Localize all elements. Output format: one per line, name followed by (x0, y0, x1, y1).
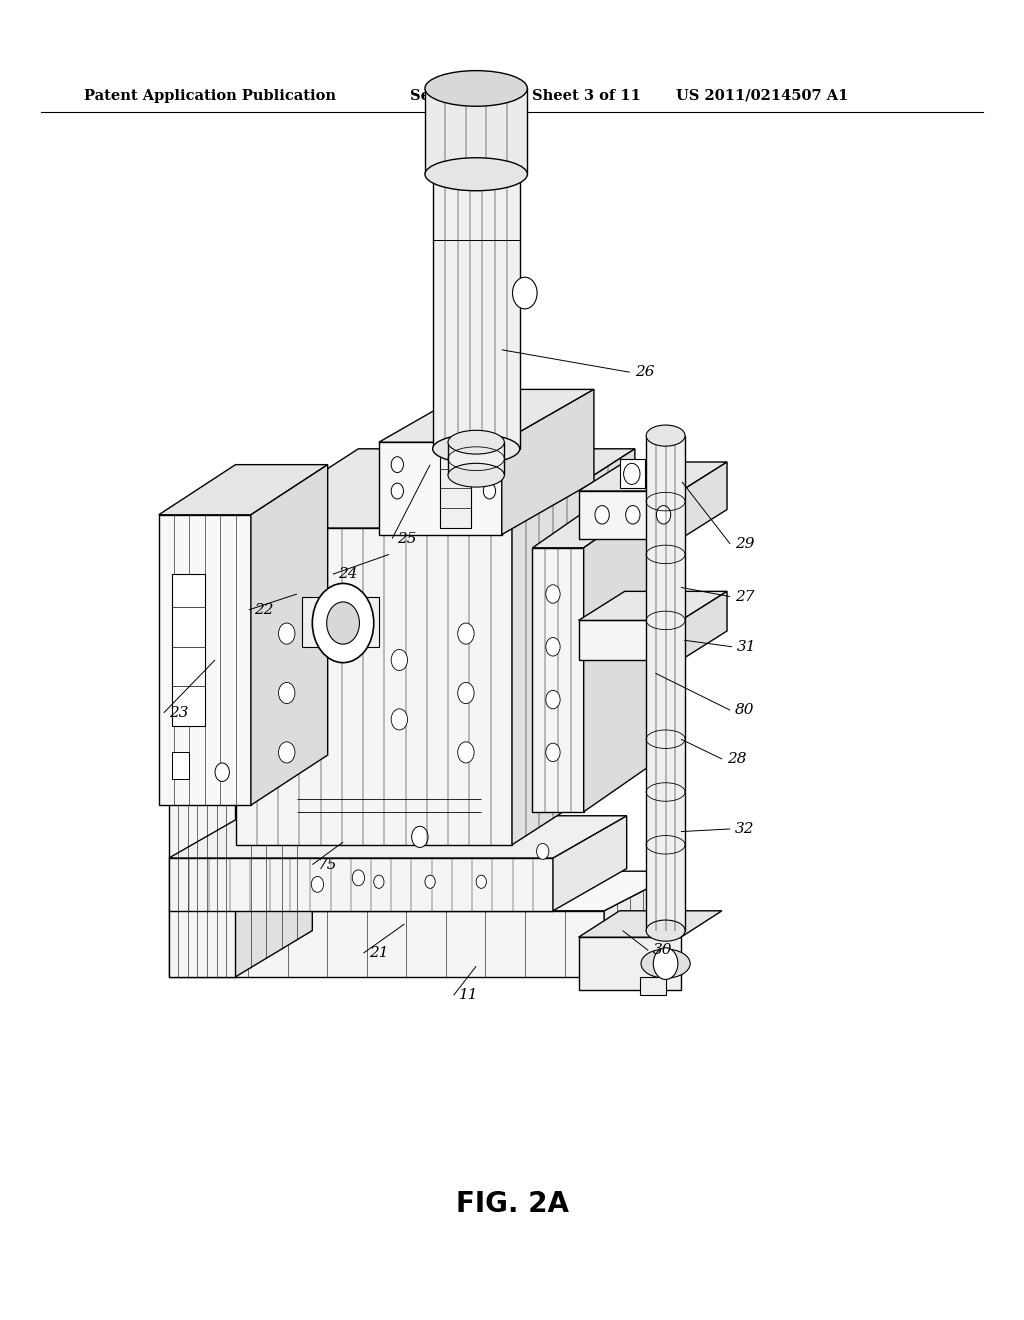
Circle shape (483, 483, 496, 499)
Circle shape (215, 763, 229, 781)
Circle shape (624, 463, 640, 484)
Circle shape (656, 506, 671, 524)
Polygon shape (169, 911, 604, 977)
Ellipse shape (449, 430, 505, 454)
Circle shape (546, 585, 560, 603)
Polygon shape (169, 858, 553, 911)
Polygon shape (579, 620, 681, 660)
Circle shape (595, 506, 609, 524)
Polygon shape (236, 653, 312, 977)
Text: 29: 29 (735, 537, 755, 550)
Polygon shape (579, 911, 722, 937)
Circle shape (513, 277, 538, 309)
Polygon shape (681, 462, 727, 539)
Text: 11: 11 (459, 989, 478, 1002)
Circle shape (391, 483, 403, 499)
Text: 27: 27 (735, 590, 755, 603)
Polygon shape (532, 502, 650, 548)
Text: 23: 23 (169, 706, 188, 719)
Polygon shape (681, 591, 727, 660)
Circle shape (458, 623, 474, 644)
Text: 80: 80 (735, 704, 755, 717)
Polygon shape (512, 449, 635, 845)
Polygon shape (579, 462, 727, 491)
Text: Sep. 8, 2011: Sep. 8, 2011 (410, 88, 511, 103)
Polygon shape (172, 752, 189, 779)
Circle shape (476, 875, 486, 888)
Polygon shape (425, 88, 527, 174)
Circle shape (279, 742, 295, 763)
Circle shape (626, 506, 640, 524)
Polygon shape (236, 528, 512, 845)
Polygon shape (646, 436, 685, 931)
Circle shape (546, 690, 560, 709)
Circle shape (312, 583, 374, 663)
Ellipse shape (433, 434, 520, 463)
Ellipse shape (425, 70, 527, 106)
Polygon shape (640, 977, 666, 995)
Text: 25: 25 (397, 532, 417, 545)
Circle shape (279, 623, 295, 644)
Polygon shape (440, 449, 471, 528)
Circle shape (425, 875, 435, 888)
Text: 30: 30 (653, 944, 673, 957)
Polygon shape (251, 465, 328, 805)
Text: FIG. 2A: FIG. 2A (456, 1189, 568, 1218)
Circle shape (327, 602, 359, 644)
Circle shape (546, 743, 560, 762)
Text: 31: 31 (737, 640, 757, 653)
Circle shape (311, 876, 324, 892)
Circle shape (458, 742, 474, 763)
Circle shape (391, 649, 408, 671)
Polygon shape (169, 816, 627, 858)
Ellipse shape (449, 463, 505, 487)
Polygon shape (169, 871, 681, 911)
Circle shape (653, 948, 678, 979)
Polygon shape (579, 937, 681, 990)
Polygon shape (433, 161, 520, 449)
Circle shape (391, 709, 408, 730)
Ellipse shape (646, 920, 685, 941)
Polygon shape (604, 871, 681, 977)
Polygon shape (379, 389, 594, 442)
Circle shape (458, 682, 474, 704)
Text: 26: 26 (635, 366, 654, 379)
Text: 21: 21 (369, 946, 388, 960)
Polygon shape (449, 442, 505, 475)
Polygon shape (172, 574, 205, 726)
Polygon shape (379, 442, 502, 535)
Text: 22: 22 (254, 603, 273, 616)
Text: Patent Application Publication: Patent Application Publication (84, 88, 336, 103)
Polygon shape (236, 449, 635, 528)
Text: US 2011/0214507 A1: US 2011/0214507 A1 (676, 88, 848, 103)
Text: Sheet 3 of 11: Sheet 3 of 11 (532, 88, 641, 103)
Polygon shape (579, 591, 727, 620)
Text: 32: 32 (735, 822, 755, 836)
Circle shape (352, 870, 365, 886)
Polygon shape (169, 653, 312, 700)
Circle shape (374, 875, 384, 888)
Circle shape (537, 843, 549, 859)
Circle shape (391, 457, 403, 473)
Text: 28: 28 (727, 752, 746, 766)
Circle shape (546, 638, 560, 656)
Polygon shape (159, 465, 328, 515)
Circle shape (412, 826, 428, 847)
Circle shape (279, 682, 295, 704)
Circle shape (483, 457, 496, 473)
Polygon shape (532, 548, 584, 812)
Ellipse shape (425, 158, 527, 190)
Ellipse shape (641, 949, 690, 978)
Text: 24: 24 (338, 568, 357, 581)
Text: 75: 75 (317, 858, 337, 871)
Polygon shape (553, 816, 627, 911)
Polygon shape (302, 597, 379, 647)
Polygon shape (169, 700, 236, 977)
Polygon shape (584, 502, 650, 812)
Ellipse shape (646, 425, 685, 446)
Polygon shape (620, 459, 645, 488)
Polygon shape (579, 491, 681, 539)
Polygon shape (159, 515, 251, 805)
Polygon shape (502, 389, 594, 535)
